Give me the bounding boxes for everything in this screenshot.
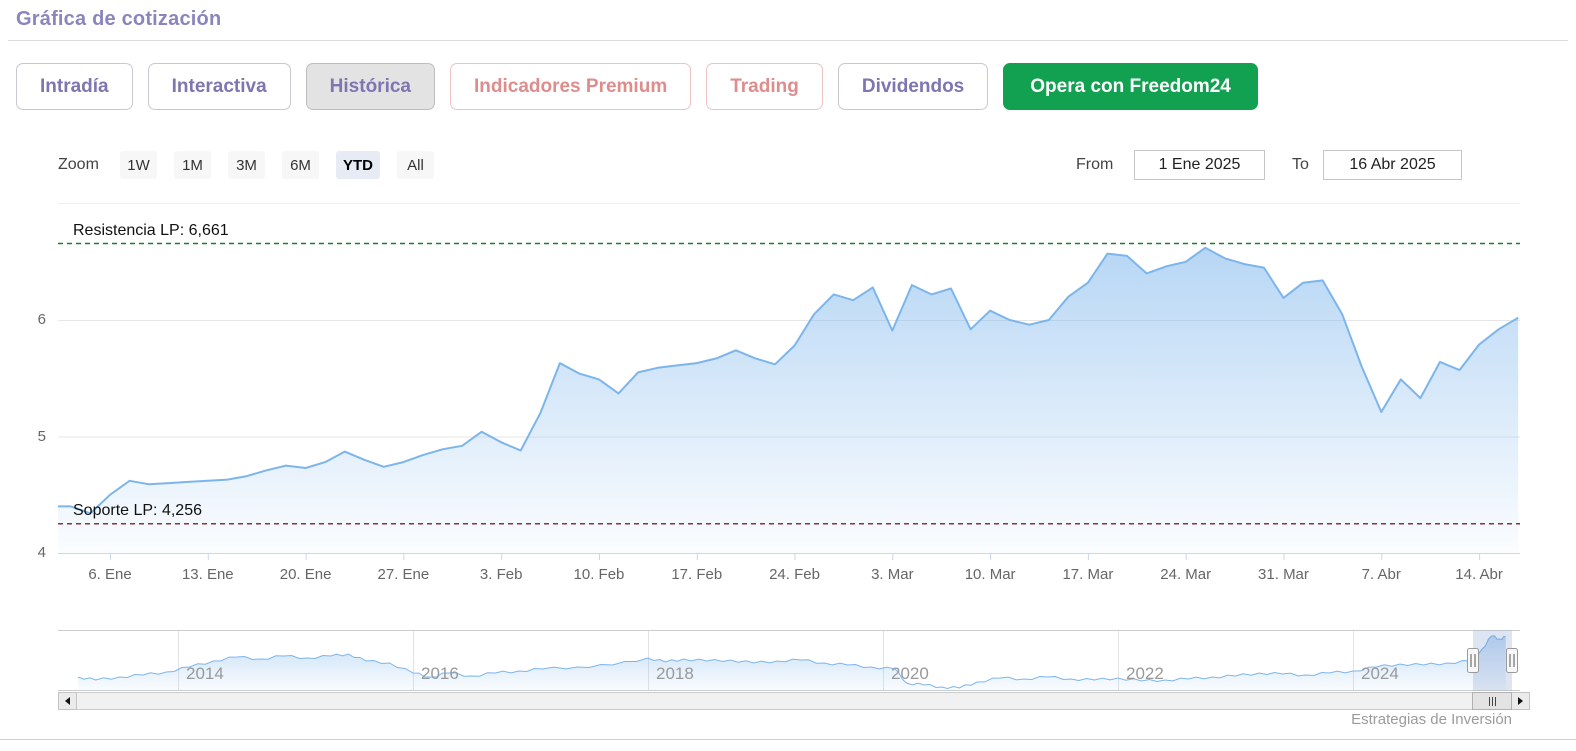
navigator-year-label-2018: 2018 — [656, 664, 694, 683]
x-axis-label-13-ene: 13. Ene — [181, 566, 234, 583]
navigator-year-label-2022: 2022 — [1126, 664, 1164, 683]
navigator-handle-left[interactable] — [1467, 648, 1479, 673]
title-divider — [8, 40, 1568, 41]
scroll-right-icon — [1518, 697, 1523, 705]
x-axis-label-3-feb: 3. Feb — [479, 566, 523, 583]
range-selector-buttons: 1W 1M 3M 6M YTD All — [120, 151, 434, 179]
scrollbar-right-button[interactable] — [1511, 692, 1530, 710]
main-chart-plot-area[interactable] — [58, 210, 1520, 553]
resistance-line-label: Resistencia LP: 6,661 — [73, 221, 229, 239]
navigator-year-label-2024: 2024 — [1361, 664, 1399, 683]
scrollbar-track[interactable] — [58, 692, 1530, 710]
navigator-handle-right[interactable] — [1506, 648, 1518, 673]
navigator-selected-range[interactable] — [1473, 630, 1512, 691]
y-axis-label-6: 6 — [37, 311, 46, 328]
zoom-label: Zoom — [58, 156, 99, 173]
navigator-series-area — [78, 635, 1506, 691]
x-axis-label-7-abr: 7. Abr — [1361, 566, 1401, 583]
tab-indicadores-premium[interactable]: Indicadores Premium — [449, 63, 692, 110]
x-axis-label-20-ene: 20. Ene — [279, 566, 332, 583]
scroll-left-icon — [65, 697, 70, 705]
scrollbar-left-button[interactable] — [58, 692, 77, 710]
chart-tabs: Intradía Interactiva Histórica Indicadores … — [16, 63, 1258, 110]
zoom-button-1w[interactable]: 1W — [120, 151, 157, 179]
tab-intradia[interactable]: Intradía — [16, 63, 133, 110]
navigator-year-label-2014: 2014 — [186, 664, 224, 683]
x-axis-label-14-abr: 14. Abr — [1455, 566, 1503, 583]
to-date-input[interactable]: 16 Abr 2025 — [1323, 150, 1462, 180]
chart-credit: Estrategias de Inversión — [1351, 711, 1512, 728]
tab-interactiva[interactable]: Interactiva — [147, 63, 291, 110]
zoom-button-3m[interactable]: 3M — [228, 151, 265, 179]
x-axis-label-3-mar: 3. Mar — [871, 566, 914, 583]
tab-dividendos[interactable]: Dividendos — [837, 63, 989, 110]
thumb-grip-icon — [1488, 696, 1490, 706]
x-axis-label-31-mar: 31. Mar — [1258, 566, 1309, 583]
y-axis-label-5: 5 — [37, 427, 46, 445]
bottom-divider — [0, 739, 1576, 740]
thumb-grip-icon — [1491, 696, 1493, 706]
navigator-series-line — [77, 635, 1506, 690]
zoom-button-1m[interactable]: 1M — [174, 151, 211, 179]
x-axis-label-6-ene: 6. Ene — [88, 566, 132, 583]
main-series-line — [58, 246, 1519, 515]
page-title: Gráfica de cotización — [16, 8, 222, 30]
thumb-grip-icon — [1494, 696, 1496, 706]
x-axis-label-27-ene: 27. Ene — [377, 566, 430, 583]
navigator-year-label-2020: 2020 — [891, 664, 929, 683]
tab-trading[interactable]: Trading — [706, 63, 823, 110]
zoom-button-ytd[interactable]: YTD — [336, 151, 380, 179]
to-label: To — [1292, 156, 1309, 173]
x-axis-label-17-mar: 17. Mar — [1062, 566, 1114, 583]
x-axis-label-10-feb: 10. Feb — [573, 566, 625, 583]
support-line-label: Soporte LP: 4,256 — [73, 502, 202, 520]
x-axis-label-24-mar: 24. Mar — [1160, 566, 1212, 583]
navigator-year-label-2016: 2016 — [421, 664, 459, 683]
main-series-area — [58, 247, 1519, 554]
tab-opera-con-freedom24[interactable]: Opera con Freedom24 — [1003, 63, 1258, 110]
scrollbar-thumb[interactable] — [1472, 692, 1512, 710]
tab-historica[interactable]: Histórica — [305, 63, 435, 110]
x-axis-label-24-feb: 24. Feb — [769, 566, 820, 583]
zoom-button-6m[interactable]: 6M — [282, 151, 319, 179]
from-date-input[interactable]: 1 Ene 2025 — [1134, 150, 1265, 180]
zoom-button-all[interactable]: All — [397, 151, 434, 179]
navigator-plot-area[interactable] — [58, 630, 1520, 691]
x-axis-label-17-feb: 17. Feb — [671, 566, 723, 583]
x-axis-label-10-mar: 10. Mar — [964, 566, 1016, 583]
y-axis-label-4: 4 — [37, 544, 46, 561]
from-label: From — [1076, 156, 1114, 173]
